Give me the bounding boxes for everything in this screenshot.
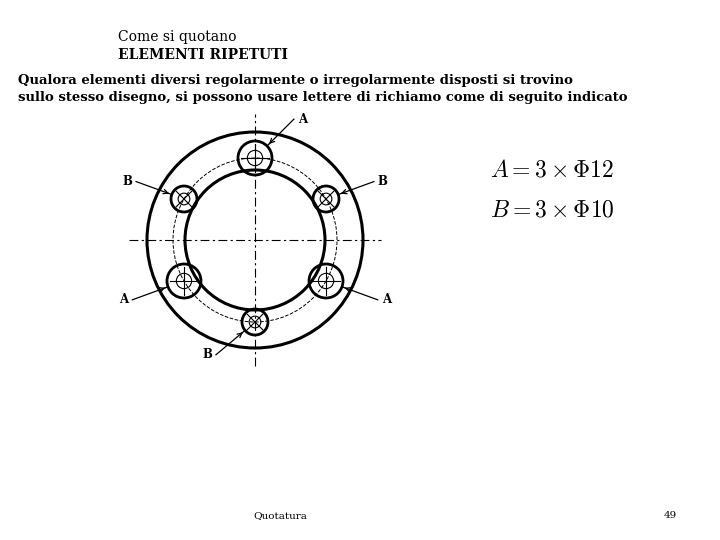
Text: B: B <box>378 175 388 188</box>
Text: B: B <box>202 348 212 361</box>
Text: A: A <box>298 113 307 126</box>
Text: 49: 49 <box>663 511 677 520</box>
Text: Quotatura: Quotatura <box>253 511 307 520</box>
Text: A: A <box>120 293 128 306</box>
Text: sullo stesso disegno, si possono usare lettere di richiamo come di seguito indic: sullo stesso disegno, si possono usare l… <box>18 91 628 104</box>
Text: B: B <box>122 175 132 188</box>
Text: $B = 3 \times \Phi 10$: $B = 3 \times \Phi 10$ <box>490 199 615 221</box>
Text: ELEMENTI RIPETUTI: ELEMENTI RIPETUTI <box>118 48 288 62</box>
Text: $A = 3 \times \Phi 12$: $A = 3 \times \Phi 12$ <box>490 159 614 181</box>
Text: Come si quotano: Come si quotano <box>118 30 236 44</box>
Text: A: A <box>382 293 391 306</box>
Text: Qualora elementi diversi regolarmente o irregolarmente disposti si trovino: Qualora elementi diversi regolarmente o … <box>18 74 573 87</box>
